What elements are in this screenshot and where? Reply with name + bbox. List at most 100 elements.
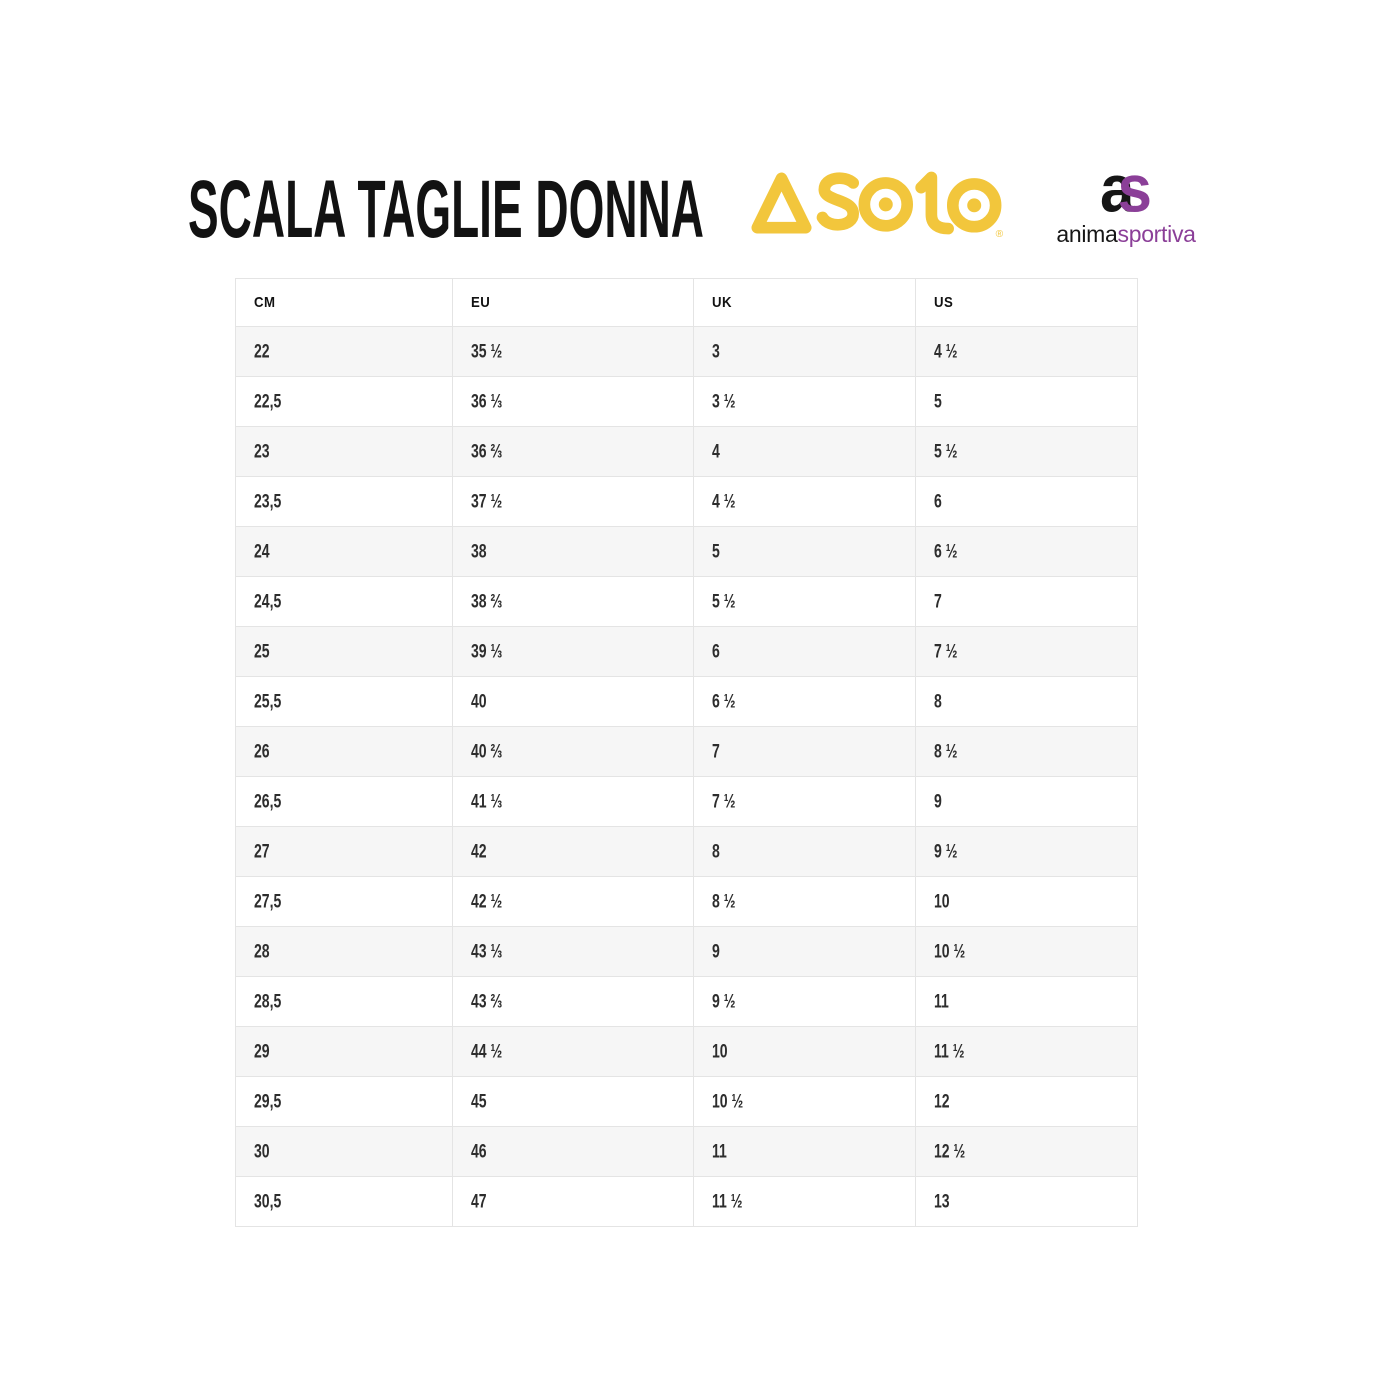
cell-cm: 30,5 — [235, 1176, 453, 1227]
column-header-label: US — [934, 294, 954, 311]
cell-uk: 4 ½ — [693, 476, 916, 527]
cell-us: 8 ½ — [915, 726, 1138, 777]
table-row: 29 44 ½ 10 11 ½ — [235, 1026, 1138, 1077]
table-row: 22,5 36 ⅓ 3 ½ 5 — [235, 376, 1138, 427]
cell-cm: 24 — [235, 526, 453, 577]
animasportiva-logo: as animasportiva — [1040, 156, 1212, 248]
cell-us: 5 — [915, 376, 1138, 427]
cell-cm: 25 — [235, 626, 453, 677]
cell-uk: 7 — [693, 726, 916, 777]
cell-value: 39 ⅓ — [471, 640, 503, 662]
column-header-label: EU — [471, 294, 491, 311]
cell-value: 35 ½ — [471, 340, 503, 362]
cell-uk: 3 ½ — [693, 376, 916, 427]
asolo-registered-mark: ® — [996, 229, 1004, 240]
cell-value: 7 ½ — [934, 640, 958, 662]
table-row: 30,5 47 11 ½ 13 — [235, 1176, 1138, 1227]
cell-value: 44 ½ — [471, 1040, 503, 1062]
cell-us: 10 ½ — [915, 926, 1138, 977]
cell-value: 8 ½ — [934, 740, 958, 762]
cell-eu: 42 — [452, 826, 694, 877]
asolo-logo: ® — [751, 171, 1004, 240]
table-row: 27,5 42 ½ 8 ½ 10 — [235, 876, 1138, 927]
cell-value: 37 ½ — [471, 490, 503, 512]
cell-value: 38 — [471, 540, 487, 562]
cell-us: 6 ½ — [915, 526, 1138, 577]
cell-value: 22,5 — [254, 390, 282, 412]
column-header-label: UK — [712, 294, 732, 311]
cell-us: 4 ½ — [915, 326, 1138, 377]
cell-value: 40 ⅔ — [471, 740, 503, 762]
monogram-letter-s: s — [1117, 152, 1152, 227]
cell-value: 43 ⅓ — [471, 940, 503, 962]
cell-value: 9 ½ — [712, 990, 736, 1012]
cell-value: 45 — [471, 1090, 487, 1112]
cell-value: 3 ½ — [712, 390, 736, 412]
cell-value: 10 — [934, 890, 950, 912]
page-title-text: SCALA TAGLIE DONNA — [188, 164, 704, 255]
header-row: CM EU UK US — [235, 278, 1138, 327]
cell-cm: 22,5 — [235, 376, 453, 427]
cell-value: 36 ⅓ — [471, 390, 503, 412]
cell-value: 9 — [934, 790, 942, 812]
cell-cm: 23 — [235, 426, 453, 477]
cell-cm: 29 — [235, 1026, 453, 1077]
table-row: 25,5 40 6 ½ 8 — [235, 676, 1138, 727]
cell-us: 11 — [915, 976, 1138, 1027]
cell-eu: 46 — [452, 1126, 694, 1177]
cell-eu: 36 ⅓ — [452, 376, 694, 427]
cell-value: 22 — [254, 340, 270, 362]
cell-uk: 9 ½ — [693, 976, 916, 1027]
column-header-cm: CM — [235, 278, 453, 327]
wordmark-sportiva: sportiva — [1117, 221, 1196, 247]
cell-uk: 8 — [693, 826, 916, 877]
cell-eu: 42 ½ — [452, 876, 694, 927]
cell-uk: 5 ½ — [693, 576, 916, 627]
cell-value: 7 — [934, 590, 942, 612]
cell-cm: 27,5 — [235, 876, 453, 927]
asolo-letter-o2 — [946, 178, 1002, 233]
asolo-letter-a — [751, 172, 812, 234]
cell-eu: 43 ⅓ — [452, 926, 694, 977]
cell-us: 9 ½ — [915, 826, 1138, 877]
page-title: SCALA TAGLIE DONNA — [188, 164, 704, 255]
cell-us: 6 — [915, 476, 1138, 527]
cell-value: 10 ½ — [712, 1090, 744, 1112]
cell-value: 26,5 — [254, 790, 282, 812]
cell-value: 47 — [471, 1190, 487, 1212]
cell-uk: 10 ½ — [693, 1076, 916, 1127]
cell-value: 10 — [712, 1040, 728, 1062]
cell-value: 7 ½ — [712, 790, 736, 812]
cell-value: 5 ½ — [934, 440, 958, 462]
cell-cm: 22 — [235, 326, 453, 377]
cell-value: 6 — [712, 640, 720, 662]
cell-uk: 3 — [693, 326, 916, 377]
cell-value: 7 — [712, 740, 720, 762]
cell-value: 3 — [712, 340, 720, 362]
cell-value: 30,5 — [254, 1190, 282, 1212]
cell-value: 8 — [934, 690, 942, 712]
cell-value: 41 ⅓ — [471, 790, 503, 812]
cell-value: 28,5 — [254, 990, 282, 1012]
table-row: 30 46 11 12 ½ — [235, 1126, 1138, 1177]
cell-value: 8 — [712, 840, 720, 862]
cell-value: 13 — [934, 1190, 950, 1212]
asolo-o1-dot-icon — [878, 197, 893, 212]
cell-uk: 10 — [693, 1026, 916, 1077]
cell-eu: 36 ⅔ — [452, 426, 694, 477]
cell-cm: 30 — [235, 1126, 453, 1177]
cell-cm: 26,5 — [235, 776, 453, 827]
cell-eu: 41 ⅓ — [452, 776, 694, 827]
cell-value: 4 ½ — [934, 340, 958, 362]
table-row: 24 38 5 6 ½ — [235, 526, 1138, 577]
size-table-header: CM EU UK US — [235, 278, 1138, 327]
cell-eu: 37 ½ — [452, 476, 694, 527]
cell-value: 42 — [471, 840, 487, 862]
table-row: 24,5 38 ⅔ 5 ½ 7 — [235, 576, 1138, 627]
cell-eu: 40 — [452, 676, 694, 727]
cell-value: 30 — [254, 1140, 270, 1162]
column-header-eu: EU — [452, 278, 694, 327]
cell-uk: 6 — [693, 626, 916, 677]
cell-eu: 44 ½ — [452, 1026, 694, 1077]
cell-value: 11 — [934, 990, 949, 1012]
